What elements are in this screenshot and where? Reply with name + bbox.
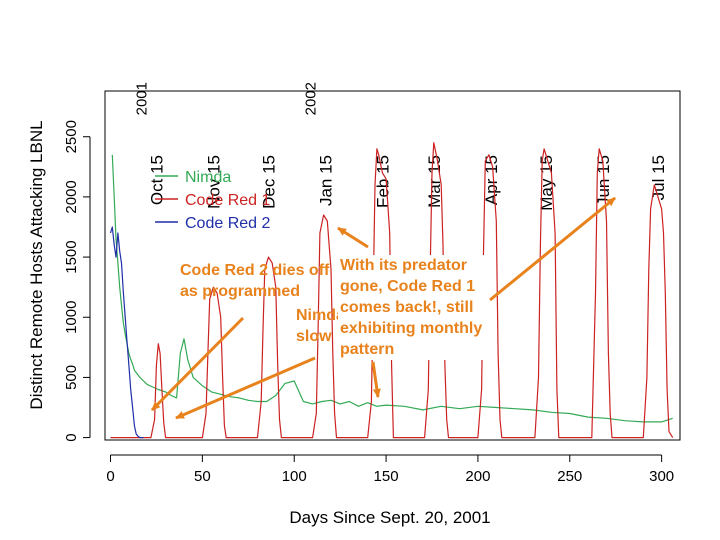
y-tick-label: 0 (63, 433, 80, 441)
x-tick-label: 200 (465, 468, 490, 485)
arrow-cr1-back (489, 196, 616, 302)
x-tick-label: 300 (649, 468, 674, 485)
arrow-predator-label (337, 226, 369, 249)
x-axis: 0 50 100 150 200 250 300 (106, 454, 674, 485)
y-tick-label: 500 (63, 365, 80, 390)
month-marker-label: Nov 15 (204, 155, 223, 209)
month-marker-label: Jul 15 (649, 155, 668, 200)
y-tick-label: 1500 (63, 240, 80, 273)
month-marker-label: Jun 15 (594, 155, 613, 206)
month-markers: Oct 15 Nov 15 Dec 15 Jan 15 Feb 15 Mar 15 Apr … (133, 82, 668, 211)
arrow-nimda-slow (175, 356, 316, 420)
legend-label: Code Red 2 (185, 215, 270, 232)
legend: Nimda Code Red 1 Code Red 2 (155, 169, 270, 232)
y-tick-label: 2000 (63, 180, 80, 213)
year-marker-label: 2001 (133, 82, 150, 115)
series-line-code-red-2 (109, 226, 144, 439)
month-marker-label: Jan 15 (316, 155, 335, 206)
annotation-cr2-dies: Code Red 2 dies off as programmed (180, 262, 330, 300)
y-axis: 0 500 1000 1500 2000 2500 (63, 120, 91, 442)
series-lines (109, 142, 674, 439)
y-axis-label: Distinct Remote Hosts Attacking LBNL (27, 120, 46, 409)
x-tick-label: 100 (282, 468, 307, 485)
month-marker-label: Oct 15 (147, 155, 166, 205)
x-tick-label: 0 (106, 468, 114, 485)
y-tick-label: 2500 (63, 120, 80, 153)
annotation-cr1-back: With its predator gone, Code Red 1 comes… (338, 255, 485, 360)
y-tick-label: 1000 (63, 301, 80, 334)
plot-frame (104, 90, 681, 441)
series-line-code-red-1 (110, 142, 674, 439)
x-tick-label: 150 (374, 468, 399, 485)
year-marker-label: 2002 (302, 82, 319, 115)
x-tick-label: 50 (194, 468, 211, 485)
x-tick-label: 250 (557, 468, 582, 485)
arrow-cr2-dies (150, 316, 245, 412)
annotation-arrows (150, 196, 616, 420)
legend-label: Nimda (185, 169, 231, 186)
x-axis-label: Days Since Sept. 20, 2001 (289, 508, 490, 527)
arrow-cr1-trough (371, 361, 381, 398)
legend-label: Code Red 1 (185, 192, 270, 209)
month-marker-label: Apr 15 (482, 155, 501, 205)
month-marker-label: Dec 15 (259, 155, 278, 209)
series-line-nimda (111, 154, 673, 423)
